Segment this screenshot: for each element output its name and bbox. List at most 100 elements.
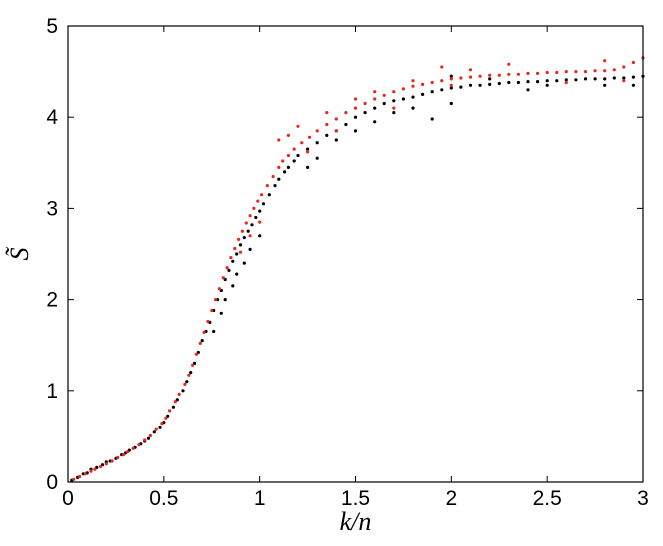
data-point bbox=[110, 459, 114, 463]
data-point bbox=[93, 467, 97, 471]
data-point bbox=[325, 111, 329, 115]
data-point bbox=[516, 80, 521, 85]
data-point bbox=[478, 83, 482, 87]
data-point bbox=[421, 92, 425, 96]
data-point bbox=[603, 83, 607, 87]
data-point bbox=[131, 446, 135, 450]
data-point bbox=[545, 83, 549, 87]
x-tick-label: 2.5 bbox=[533, 487, 562, 510]
data-point bbox=[72, 477, 76, 481]
points-layer bbox=[70, 56, 645, 482]
data-point bbox=[411, 84, 415, 88]
data-point bbox=[158, 425, 162, 429]
data-point bbox=[459, 85, 463, 89]
data-point bbox=[373, 120, 377, 124]
y-tick-label: 1 bbox=[46, 380, 58, 403]
data-point bbox=[440, 65, 444, 69]
data-point bbox=[612, 76, 616, 80]
x-tick-label: 0.5 bbox=[149, 487, 178, 510]
data-point bbox=[254, 215, 258, 220]
data-point bbox=[191, 363, 195, 367]
data-point bbox=[488, 73, 492, 77]
data-point bbox=[440, 88, 444, 92]
data-point bbox=[622, 76, 626, 80]
data-point bbox=[392, 111, 396, 115]
data-point bbox=[449, 86, 453, 90]
data-point bbox=[449, 77, 453, 81]
data-point bbox=[256, 199, 260, 203]
data-point bbox=[235, 252, 239, 256]
data-point bbox=[217, 287, 221, 291]
data-point bbox=[160, 422, 164, 426]
data-point bbox=[564, 80, 568, 85]
data-point bbox=[273, 184, 277, 188]
data-point bbox=[260, 193, 264, 197]
data-point bbox=[612, 68, 616, 72]
data-point bbox=[334, 117, 338, 121]
data-point bbox=[212, 329, 216, 334]
data-point bbox=[283, 170, 287, 174]
data-point bbox=[603, 77, 607, 81]
data-point bbox=[411, 95, 415, 99]
data-point bbox=[143, 438, 147, 442]
data-point bbox=[325, 133, 329, 137]
x-tick-label: 1 bbox=[254, 487, 266, 510]
data-point bbox=[152, 430, 156, 434]
data-point bbox=[411, 79, 415, 83]
x-tick-label: 3 bbox=[637, 487, 649, 510]
data-point bbox=[392, 99, 396, 103]
data-point bbox=[198, 341, 202, 345]
data-point bbox=[507, 72, 511, 76]
data-point bbox=[281, 159, 285, 163]
data-point bbox=[373, 106, 377, 110]
data-point bbox=[315, 156, 319, 160]
data-point bbox=[286, 153, 290, 158]
y-tick-label: 3 bbox=[46, 197, 58, 220]
data-point bbox=[206, 319, 210, 324]
data-point bbox=[214, 298, 218, 302]
data-point bbox=[237, 237, 241, 241]
data-point bbox=[555, 70, 559, 75]
data-point bbox=[593, 77, 597, 81]
data-point bbox=[185, 380, 189, 384]
data-point bbox=[296, 124, 300, 128]
data-point bbox=[306, 165, 310, 169]
data-point bbox=[603, 59, 607, 63]
data-point bbox=[238, 250, 243, 254]
data-point bbox=[265, 184, 269, 188]
data-point bbox=[258, 234, 262, 238]
data-point bbox=[353, 115, 358, 119]
data-point bbox=[235, 272, 239, 276]
data-point bbox=[401, 87, 405, 91]
data-point bbox=[267, 193, 271, 197]
data-point bbox=[344, 111, 348, 115]
x-axis-label: k/n bbox=[340, 507, 372, 536]
data-point bbox=[219, 311, 223, 315]
data-point bbox=[238, 243, 243, 247]
data-point bbox=[459, 76, 463, 80]
data-point bbox=[261, 202, 266, 206]
data-point bbox=[225, 266, 229, 270]
data-point bbox=[545, 79, 549, 83]
data-point bbox=[250, 223, 254, 227]
data-point bbox=[116, 455, 120, 459]
data-point bbox=[300, 141, 304, 145]
data-point bbox=[526, 80, 530, 84]
data-point bbox=[258, 220, 262, 224]
data-point bbox=[137, 443, 141, 447]
data-point bbox=[344, 122, 348, 127]
data-point bbox=[248, 247, 252, 251]
data-point bbox=[231, 284, 235, 288]
ticks-layer: 0 0.5 1 1.5 2 2.5 3 0 1 2 3 4 5 bbox=[46, 15, 649, 510]
data-point bbox=[164, 416, 168, 420]
data-point bbox=[583, 77, 588, 81]
data-point bbox=[468, 75, 473, 79]
data-point bbox=[242, 236, 246, 240]
data-point bbox=[271, 174, 275, 179]
data-point bbox=[125, 450, 129, 454]
data-point bbox=[488, 82, 492, 86]
x-tick-label: 1.5 bbox=[341, 487, 370, 510]
data-point bbox=[277, 165, 281, 169]
data-point bbox=[286, 133, 290, 137]
data-point bbox=[564, 70, 568, 74]
